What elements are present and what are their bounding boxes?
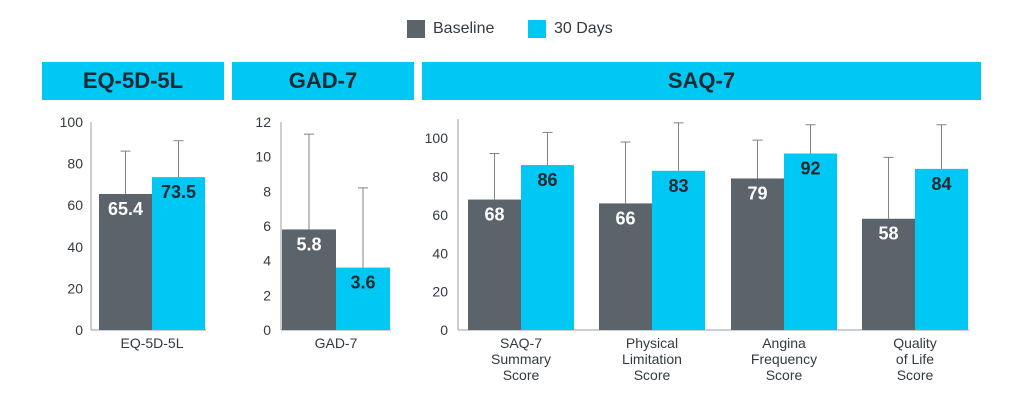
x-category-label: Limitation [622, 351, 682, 367]
y-tick-label: 40 [67, 239, 83, 255]
y-tick-label: 6 [263, 218, 271, 234]
bar-value-label: 84 [931, 174, 951, 194]
bar-baseline [99, 193, 152, 330]
bar-value-label: 66 [615, 208, 635, 228]
legend-label-30days: 30 Days [554, 20, 613, 37]
y-tick-label: 12 [255, 114, 271, 130]
x-category-label: Angina [762, 335, 806, 351]
y-tick-label: 0 [75, 322, 83, 338]
y-tick-label: 60 [432, 207, 448, 223]
x-category-label: Summary [491, 351, 551, 367]
y-tick-label: 10 [255, 149, 271, 165]
bar-value-label: 86 [537, 170, 557, 190]
y-tick-label: 2 [263, 287, 271, 303]
panel-title-gad7: GAD-7 [232, 62, 414, 100]
bar-baseline [862, 218, 915, 330]
x-category-label: Score [766, 367, 803, 383]
y-tick-label: 100 [425, 130, 449, 146]
x-category-label: Score [503, 367, 540, 383]
panel-title-eq5d5l: EQ-5D-5L [42, 62, 224, 100]
y-tick-label: 20 [432, 284, 448, 300]
legend-label-baseline: Baseline [433, 20, 495, 37]
y-tick-label: 60 [67, 197, 83, 213]
y-tick-label: 8 [263, 183, 271, 199]
x-category-label: SAQ-7 [500, 335, 542, 351]
y-tick-label: 80 [432, 169, 448, 185]
bar-value-label: 68 [484, 205, 504, 225]
legend: Baseline 30 Days [0, 20, 1024, 44]
bar-value-label: 92 [800, 159, 820, 179]
bar-value-label: 3.6 [350, 273, 375, 293]
bar-30days [521, 165, 574, 330]
bar-value-label: 73.5 [161, 182, 196, 202]
x-category-label: Quality [893, 335, 937, 351]
x-category-label: EQ-5D-5L [120, 335, 183, 351]
y-tick-label: 40 [432, 245, 448, 261]
bar-value-label: 83 [668, 176, 688, 196]
legend-item-baseline: Baseline [407, 20, 494, 38]
bar-30days [915, 168, 968, 330]
x-category-label: Frequency [751, 351, 817, 367]
bar-value-label: 65.4 [108, 199, 143, 219]
y-tick-label: 80 [67, 156, 83, 172]
bar-value-label: 5.8 [296, 234, 321, 254]
y-tick-label: 4 [263, 253, 271, 269]
legend-item-30days: 30 Days [528, 20, 613, 38]
bar-value-label: 79 [747, 183, 767, 203]
bar-baseline [468, 199, 521, 330]
x-category-label: Score [897, 367, 934, 383]
y-tick-label: 0 [263, 322, 271, 338]
y-tick-label: 100 [60, 114, 84, 130]
legend-swatch-30days [528, 20, 546, 38]
bar-30days [652, 170, 705, 330]
legend-swatch-baseline [407, 20, 425, 38]
x-category-label: Score [634, 367, 671, 383]
y-tick-label: 20 [67, 280, 83, 296]
panel-title-saq7: SAQ-7 [422, 62, 981, 100]
bar-30days [152, 177, 205, 330]
x-category-label: of Life [896, 351, 934, 367]
bar-baseline [731, 178, 784, 330]
bar-30days [336, 267, 390, 330]
y-tick-label: 0 [440, 322, 448, 338]
x-category-label: GAD-7 [315, 335, 358, 351]
bar-baseline [599, 203, 652, 330]
bar-value-label: 58 [878, 224, 898, 244]
bar-30days [784, 153, 837, 330]
bar-baseline [282, 229, 336, 330]
x-category-label: Physical [626, 335, 678, 351]
